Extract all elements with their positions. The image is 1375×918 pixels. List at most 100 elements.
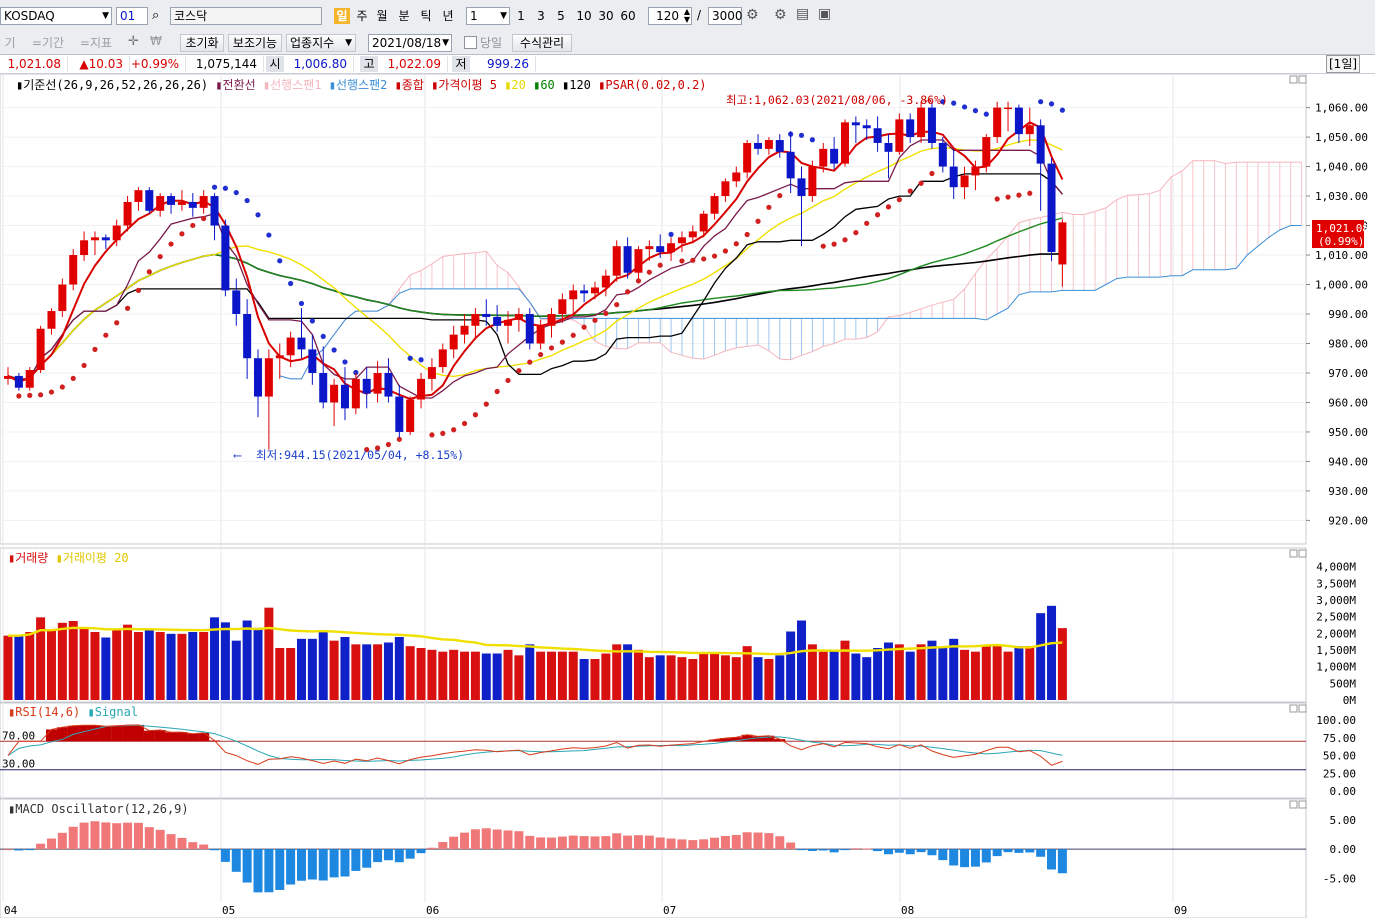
save-icon[interactable]: ▣ bbox=[818, 6, 832, 22]
formula-manage-button[interactable]: 수식관리 bbox=[512, 34, 572, 52]
symbol-combo[interactable]: KOSDAQ ▼ bbox=[0, 7, 112, 25]
macd-oscillator-bar bbox=[318, 849, 328, 881]
print-icon[interactable]: ▤ bbox=[796, 6, 810, 22]
period-tool-button[interactable]: =기간 bbox=[28, 34, 68, 52]
legend-item[interactable]: 선행스팬1 bbox=[270, 77, 321, 92]
quick-unit-3[interactable]: 3 bbox=[534, 8, 548, 24]
tool-button-label: 기 bbox=[4, 36, 16, 50]
formula-manage-label: 수식관리 bbox=[519, 36, 565, 50]
legend-item[interactable]: 종합 bbox=[402, 78, 424, 92]
search-icon[interactable]: ⌕ bbox=[152, 8, 160, 23]
psar-dot bbox=[320, 333, 326, 340]
aux-function-button[interactable]: 보조기능 bbox=[228, 34, 282, 52]
period-tick-button[interactable]: 틱 bbox=[418, 8, 434, 24]
legend-item[interactable]: ▮RSI(14,6) bbox=[8, 705, 80, 719]
candle-body bbox=[449, 334, 458, 350]
chevron-down-icon[interactable]: ▼ bbox=[442, 38, 449, 48]
macd-oscillator-bar bbox=[840, 849, 850, 851]
chevron-down-icon[interactable]: ▼ bbox=[500, 11, 507, 21]
date-picker[interactable]: 2021/08/18 ▼ bbox=[368, 34, 452, 52]
period-day-button[interactable]: 일 bbox=[334, 8, 350, 24]
legend-item[interactable]: ▮거래량 bbox=[8, 551, 48, 565]
psar-dot bbox=[146, 269, 152, 275]
candle-body bbox=[949, 166, 958, 188]
price-change: ▲10.03 bbox=[68, 56, 130, 72]
volume-bar bbox=[133, 632, 143, 700]
unit-combo[interactable]: 1 ▼ bbox=[466, 7, 510, 25]
tool-button-1[interactable]: 기 bbox=[0, 34, 20, 52]
count-stepper[interactable]: 120 ▲ ▼ bbox=[648, 7, 692, 25]
quick-unit-10[interactable]: 10 bbox=[574, 8, 594, 24]
legend-item[interactable]: ▮거래이평 20 bbox=[48, 551, 128, 565]
legend-item[interactable]: 가격이평 5 bbox=[438, 78, 497, 92]
macd-oscillator-bar bbox=[1014, 849, 1024, 853]
rsi-tick-label: 100.00 bbox=[1316, 714, 1356, 727]
code-field[interactable]: 01 bbox=[116, 7, 148, 25]
legend-item[interactable]: 선행스팬2 bbox=[336, 77, 387, 92]
stepper-arrows-icon[interactable]: ▲ ▼ bbox=[683, 7, 690, 24]
volume-bar bbox=[818, 651, 828, 700]
quick-unit-5[interactable]: 5 bbox=[554, 8, 568, 24]
legend-item[interactable]: 20 bbox=[511, 78, 525, 92]
period-week-button[interactable]: 주 bbox=[354, 8, 370, 24]
volume-bar bbox=[731, 657, 741, 700]
period-month-button[interactable]: 월 bbox=[374, 8, 390, 24]
volume-bar bbox=[188, 632, 198, 700]
quick-unit-label: 30 bbox=[598, 9, 614, 23]
volume-bar bbox=[666, 655, 676, 700]
macd-legend: ▮MACD Oscillator(12,26,9) bbox=[8, 802, 189, 816]
quick-unit-1[interactable]: 1 bbox=[514, 8, 528, 24]
candle-body bbox=[1014, 107, 1023, 135]
macd-oscillator-bar bbox=[699, 839, 709, 850]
volume-bar bbox=[807, 644, 817, 700]
legend-item[interactable]: 기준선(26,9,26,52,26,26,26) bbox=[23, 78, 208, 92]
period-minute-button[interactable]: 분 bbox=[396, 8, 412, 24]
legend-item[interactable]: 60 bbox=[540, 78, 554, 92]
indicator-tool-button[interactable]: =지표 bbox=[76, 34, 116, 52]
psar-dot bbox=[353, 369, 359, 376]
quick-unit-label: 5 bbox=[557, 9, 565, 23]
legend-swatch: ▮ bbox=[591, 78, 605, 92]
candle-body bbox=[90, 237, 99, 241]
sector-index-dropdown[interactable]: 업종지수 ▼ bbox=[286, 34, 356, 52]
volume-bar bbox=[199, 632, 209, 700]
candle-body bbox=[1025, 125, 1034, 135]
chart-area[interactable]: 70.00 30.00 04 05 06 07 08 09 920.00 930.00 940.0… bbox=[0, 74, 1375, 918]
macd-oscillator-bar bbox=[394, 849, 404, 863]
macd-oscillator-bar bbox=[807, 849, 817, 852]
currency-icon[interactable]: ₩ bbox=[150, 34, 162, 48]
legend-item[interactable]: PSAR(0.02,0.2) bbox=[605, 78, 706, 92]
chevron-down-icon[interactable]: ▼ bbox=[102, 11, 109, 21]
market-name-value: 코스닥 bbox=[174, 9, 208, 23]
candle-body bbox=[362, 378, 371, 394]
interval-badge[interactable]: [1일] bbox=[1326, 55, 1361, 73]
macd-oscillator-bar bbox=[264, 849, 274, 893]
macd-tick-label: 0.00 bbox=[1330, 843, 1357, 856]
psar-dot bbox=[1038, 99, 1044, 105]
reset-button[interactable]: 초기화 bbox=[180, 34, 224, 52]
sameday-checkbox[interactable] bbox=[464, 36, 477, 49]
settings-icon[interactable]: ⚙ bbox=[746, 7, 759, 23]
legend-item[interactable]: ▮MACD Oscillator(12,26,9) bbox=[8, 802, 189, 816]
candle-body bbox=[134, 190, 143, 202]
max-count-field[interactable]: 3000 bbox=[708, 7, 743, 25]
psar-dot bbox=[233, 189, 239, 196]
chevron-down-icon[interactable]: ▼ bbox=[345, 38, 352, 48]
legend-item[interactable]: ▮Signal bbox=[80, 705, 138, 719]
crosshair-icon[interactable]: ✛ bbox=[128, 34, 139, 49]
quick-unit-30[interactable]: 30 bbox=[596, 8, 616, 24]
legend-item[interactable]: 120 bbox=[569, 78, 591, 92]
psar-dot bbox=[527, 359, 533, 365]
legend-item[interactable]: 전환선 bbox=[223, 78, 256, 92]
psar-dot bbox=[211, 184, 218, 190]
psar-dot bbox=[722, 248, 729, 254]
period-year-button[interactable]: 년 bbox=[440, 8, 456, 24]
gear-icon[interactable]: ⚙ bbox=[774, 7, 787, 23]
volume-bar bbox=[112, 630, 122, 700]
quick-unit-60[interactable]: 60 bbox=[618, 8, 638, 24]
candle-body bbox=[112, 225, 121, 241]
macd-oscillator-bar bbox=[688, 840, 698, 850]
macd-oscillator-bar bbox=[329, 849, 339, 878]
macd-oscillator-bar bbox=[612, 833, 622, 850]
low-label: 저 bbox=[452, 56, 470, 72]
